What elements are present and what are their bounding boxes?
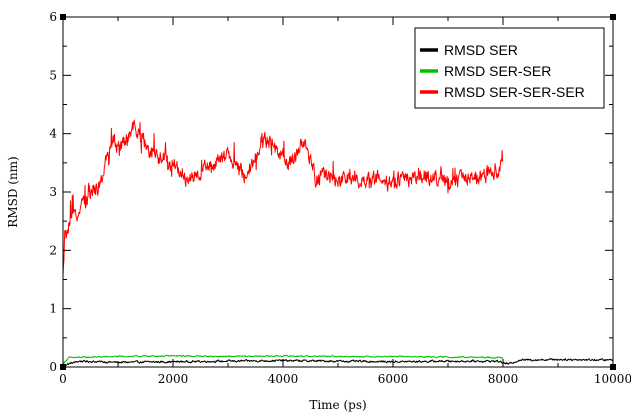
x-tick-label: 2000 <box>158 372 189 386</box>
x-axis-ticks: 0 2000 4000 6000 8000 10000 <box>59 17 631 386</box>
y-tick-label: 5 <box>49 68 57 82</box>
legend-label: RMSD SER-SER-SER <box>444 84 585 100</box>
legend-label: RMSD SER-SER <box>444 63 551 79</box>
y-tick-label: 6 <box>49 10 57 24</box>
y-axis-title: RMSD (nm) <box>6 156 20 227</box>
y-tick-label: 3 <box>49 185 57 199</box>
plot-lines <box>62 119 614 366</box>
legend-box <box>414 27 605 109</box>
x-tick-label: 0 <box>59 372 67 386</box>
y-tick-label: 0 <box>49 360 57 374</box>
legend-label: RMSD SER <box>444 42 518 58</box>
series-line <box>62 354 504 365</box>
x-tick-label: 6000 <box>378 372 409 386</box>
series-line <box>62 358 614 366</box>
x-axis-title: Time (ps) <box>309 398 366 412</box>
y-axis-ticks: 0 1 2 3 4 5 6 <box>49 10 613 374</box>
y-tick-label: 2 <box>49 243 57 257</box>
x-tick-label: 10000 <box>594 372 631 386</box>
y-tick-label: 4 <box>49 127 57 141</box>
y-tick-label: 1 <box>49 302 57 316</box>
x-tick-label: 4000 <box>268 372 299 386</box>
legend: RMSD SER RMSD SER-SER RMSD SER-SER-SER <box>414 27 605 109</box>
x-tick-label: 8000 <box>488 372 519 386</box>
series-line <box>62 119 504 276</box>
